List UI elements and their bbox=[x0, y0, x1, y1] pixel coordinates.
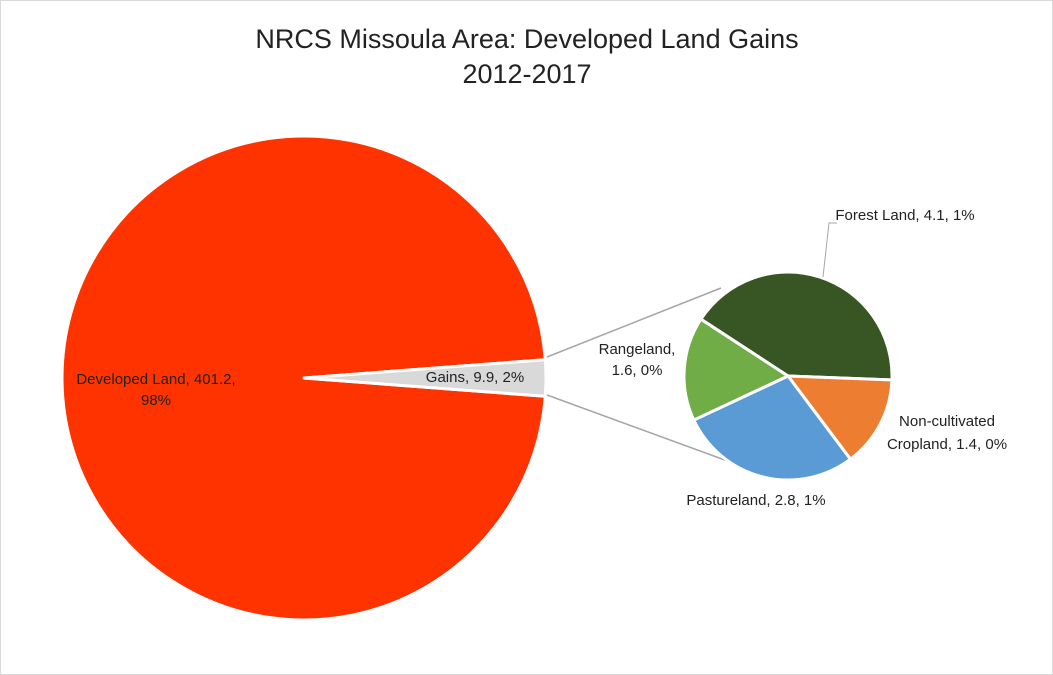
primary-pie bbox=[60, 134, 548, 622]
data-label-range-line: Rangeland, bbox=[599, 341, 676, 358]
slice-gains bbox=[302, 358, 548, 398]
slice-non-cultivated-cropland bbox=[786, 374, 894, 461]
chart-title: NRCS Missoula Area: Developed Land Gains bbox=[255, 24, 798, 54]
data-label-cropland-line: Non-cultivated bbox=[899, 413, 995, 430]
data-label-gains-line: Gains, 9.9, 2% bbox=[426, 369, 524, 386]
forest-land-leader-line bbox=[822, 222, 837, 278]
data-label-forest-line: Forest Land, 4.1, 1% bbox=[835, 207, 974, 224]
slice-rangeland bbox=[682, 317, 790, 422]
data-label-cropland: Non-cultivated Cropland, 1.4, 0% bbox=[887, 413, 1007, 453]
chart-subtitle: 2012-2017 bbox=[462, 59, 591, 89]
secondary-pie bbox=[682, 270, 894, 482]
data-labels: Developed Land, 401.2, 98% Gains, 9.9, 2% F… bbox=[76, 207, 1007, 509]
data-label-range: Rangeland, 1.6, 0% bbox=[599, 341, 676, 379]
data-label-pasture: Pastureland, 2.8, 1% bbox=[686, 492, 825, 509]
slice-forest-land bbox=[699, 270, 894, 382]
data-label-range-line: 1.6, 0% bbox=[612, 362, 663, 379]
connector-line-top bbox=[546, 287, 722, 358]
data-label-pasture-line: Pastureland, 2.8, 1% bbox=[686, 492, 825, 509]
data-label-developed: Developed Land, 401.2, 98% bbox=[76, 371, 235, 409]
connector-line-bottom bbox=[546, 394, 734, 464]
data-label-gains: Gains, 9.9, 2% bbox=[426, 369, 524, 386]
data-label-forest: Forest Land, 4.1, 1% bbox=[835, 207, 974, 224]
data-label-cropland-line: Cropland, 1.4, 0% bbox=[887, 436, 1007, 453]
data-label-developed-line: Developed Land, 401.2, bbox=[76, 371, 235, 388]
data-label-developed-line: 98% bbox=[141, 392, 171, 409]
